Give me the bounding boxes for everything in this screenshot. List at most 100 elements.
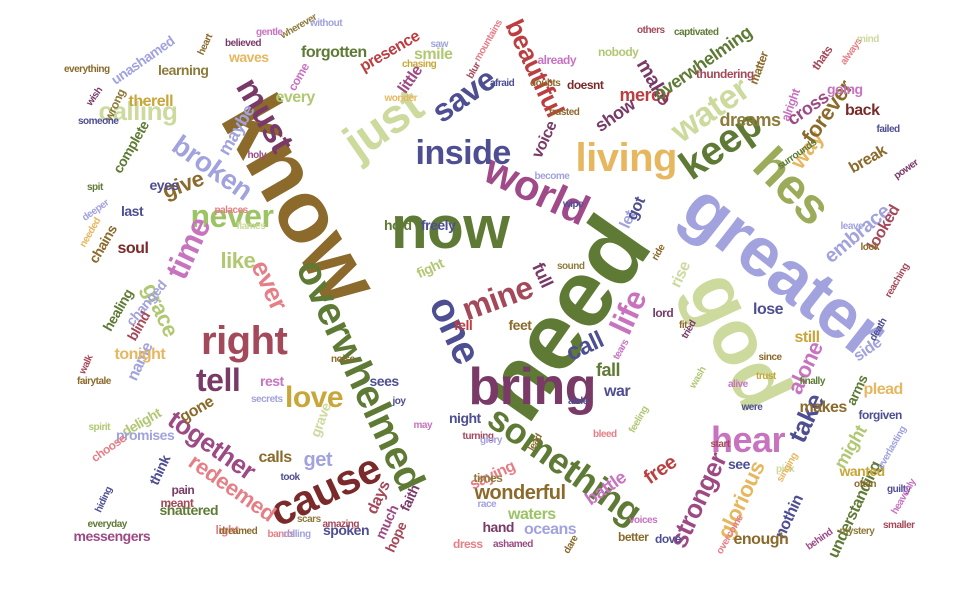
word-beautiful: beautiful bbox=[499, 14, 571, 122]
word-look: look bbox=[860, 242, 880, 253]
word-someone: someone bbox=[78, 116, 119, 127]
word-oceans: oceans bbox=[524, 521, 577, 538]
word-feeling: feeling bbox=[626, 404, 651, 435]
word-fairytale: fairytale bbox=[77, 376, 111, 387]
word-wanted: wanted bbox=[839, 463, 886, 479]
word-tell: tell bbox=[196, 362, 241, 398]
word-aisle: aisle bbox=[568, 396, 588, 407]
word-tonight: tonight bbox=[114, 346, 166, 363]
word-afraid: afraid bbox=[490, 78, 515, 89]
word-come: come bbox=[284, 60, 312, 94]
word-complete: complete bbox=[108, 118, 152, 176]
word-were: were bbox=[741, 402, 763, 413]
word-gentle: gentle bbox=[256, 27, 283, 38]
word-secrets: secrets bbox=[251, 394, 283, 405]
word-freely: freely bbox=[421, 217, 456, 233]
word-everlasting: everlasting bbox=[875, 424, 909, 471]
word-messengers: messengers bbox=[73, 528, 151, 544]
word-voice: voice bbox=[528, 118, 561, 161]
word-dove: dove bbox=[655, 532, 682, 546]
word-shattered: shattered bbox=[159, 502, 219, 518]
word-holy: holy bbox=[247, 150, 267, 161]
word-nobody: nobody bbox=[598, 45, 639, 59]
word-feet: feet bbox=[508, 317, 532, 333]
word-guilty: guilty bbox=[887, 484, 911, 495]
word-trusted: trusted bbox=[549, 107, 580, 118]
word-joy: joy bbox=[392, 396, 406, 407]
word-trust: trust bbox=[756, 371, 776, 382]
word-going: going bbox=[827, 81, 863, 97]
word-dreamed: dreamed bbox=[219, 526, 258, 537]
word-hold: hold bbox=[384, 217, 412, 233]
word-fell: fell bbox=[454, 317, 473, 333]
word-night: night bbox=[449, 410, 481, 426]
word-therell: therell bbox=[128, 93, 174, 110]
word-living: living bbox=[575, 136, 678, 180]
word-inside: inside bbox=[415, 134, 512, 172]
word-spit: spit bbox=[87, 182, 103, 193]
word-tears: tears bbox=[610, 337, 631, 362]
word-forgotten: forgotten bbox=[301, 44, 367, 61]
word-saw: saw bbox=[430, 39, 449, 50]
word-dreams: dreams bbox=[719, 110, 782, 130]
word-still: still bbox=[794, 329, 821, 346]
word-sees: sees bbox=[369, 373, 400, 389]
word-war: war bbox=[604, 383, 631, 400]
word-free: free bbox=[639, 451, 681, 489]
word-since: since bbox=[758, 352, 783, 363]
word-without: without bbox=[310, 18, 343, 29]
word-better: better bbox=[618, 530, 649, 544]
word-walk: walk bbox=[77, 353, 96, 377]
word-hand: hand bbox=[482, 519, 515, 535]
word-voices: voices bbox=[629, 515, 658, 526]
word-lord: lord bbox=[652, 306, 674, 320]
word-get: get bbox=[303, 449, 333, 471]
word-pick: pick bbox=[776, 464, 795, 475]
word-mystery: mystery bbox=[839, 526, 875, 537]
word-reaching: reaching bbox=[883, 261, 912, 300]
word-failed: failed bbox=[876, 124, 901, 135]
word-noise: noise bbox=[331, 354, 355, 365]
word-think: think bbox=[145, 452, 173, 488]
word-promises: promises bbox=[116, 427, 175, 443]
word-wash: wash bbox=[687, 365, 709, 391]
word-others: others bbox=[637, 25, 665, 36]
word-mercy: mercy bbox=[619, 85, 671, 105]
word-right: right bbox=[201, 319, 288, 363]
word-calls: calls bbox=[258, 449, 293, 466]
word-makes: makes bbox=[799, 399, 848, 416]
word-mind: mind bbox=[857, 34, 879, 45]
word-thats: thats bbox=[808, 43, 836, 73]
word-turning: turning bbox=[462, 431, 494, 442]
word-become: become bbox=[534, 171, 570, 182]
word-sound: sound bbox=[557, 261, 585, 272]
word-last: last bbox=[121, 203, 144, 219]
word-flames: flames bbox=[236, 221, 266, 232]
word-leave: leave bbox=[840, 221, 864, 232]
word-forgiven: forgiven bbox=[858, 408, 903, 422]
word-bands: bands bbox=[267, 529, 295, 540]
word-finally: finally bbox=[799, 376, 826, 387]
word-never: never bbox=[190, 198, 274, 234]
word-matter: matter bbox=[746, 49, 772, 87]
word-love: love bbox=[285, 381, 344, 414]
word-scars: scars bbox=[297, 514, 321, 525]
word-times: times bbox=[473, 471, 503, 485]
word-break: break bbox=[846, 142, 890, 177]
word-palaces: palaces bbox=[214, 205, 249, 216]
word-everyday: everyday bbox=[87, 519, 128, 530]
word-rolling: rolling bbox=[283, 529, 312, 540]
word-glory: glory bbox=[480, 435, 502, 446]
word-spoken: spoken bbox=[323, 522, 370, 538]
word-bleed: bleed bbox=[593, 429, 617, 440]
word-back: back bbox=[845, 102, 880, 119]
word-alive: alive bbox=[728, 379, 748, 390]
word-time: time bbox=[158, 211, 218, 285]
word-waters: waters bbox=[508, 506, 556, 523]
word-may: may bbox=[413, 420, 433, 431]
word-wonderful: wonderful bbox=[474, 482, 567, 504]
word-captivated: captivated bbox=[674, 27, 719, 38]
word-doesnt: doesnt bbox=[567, 78, 604, 92]
word-unashamed: unashamed bbox=[107, 32, 177, 88]
word-mountains: mountains bbox=[472, 18, 505, 64]
